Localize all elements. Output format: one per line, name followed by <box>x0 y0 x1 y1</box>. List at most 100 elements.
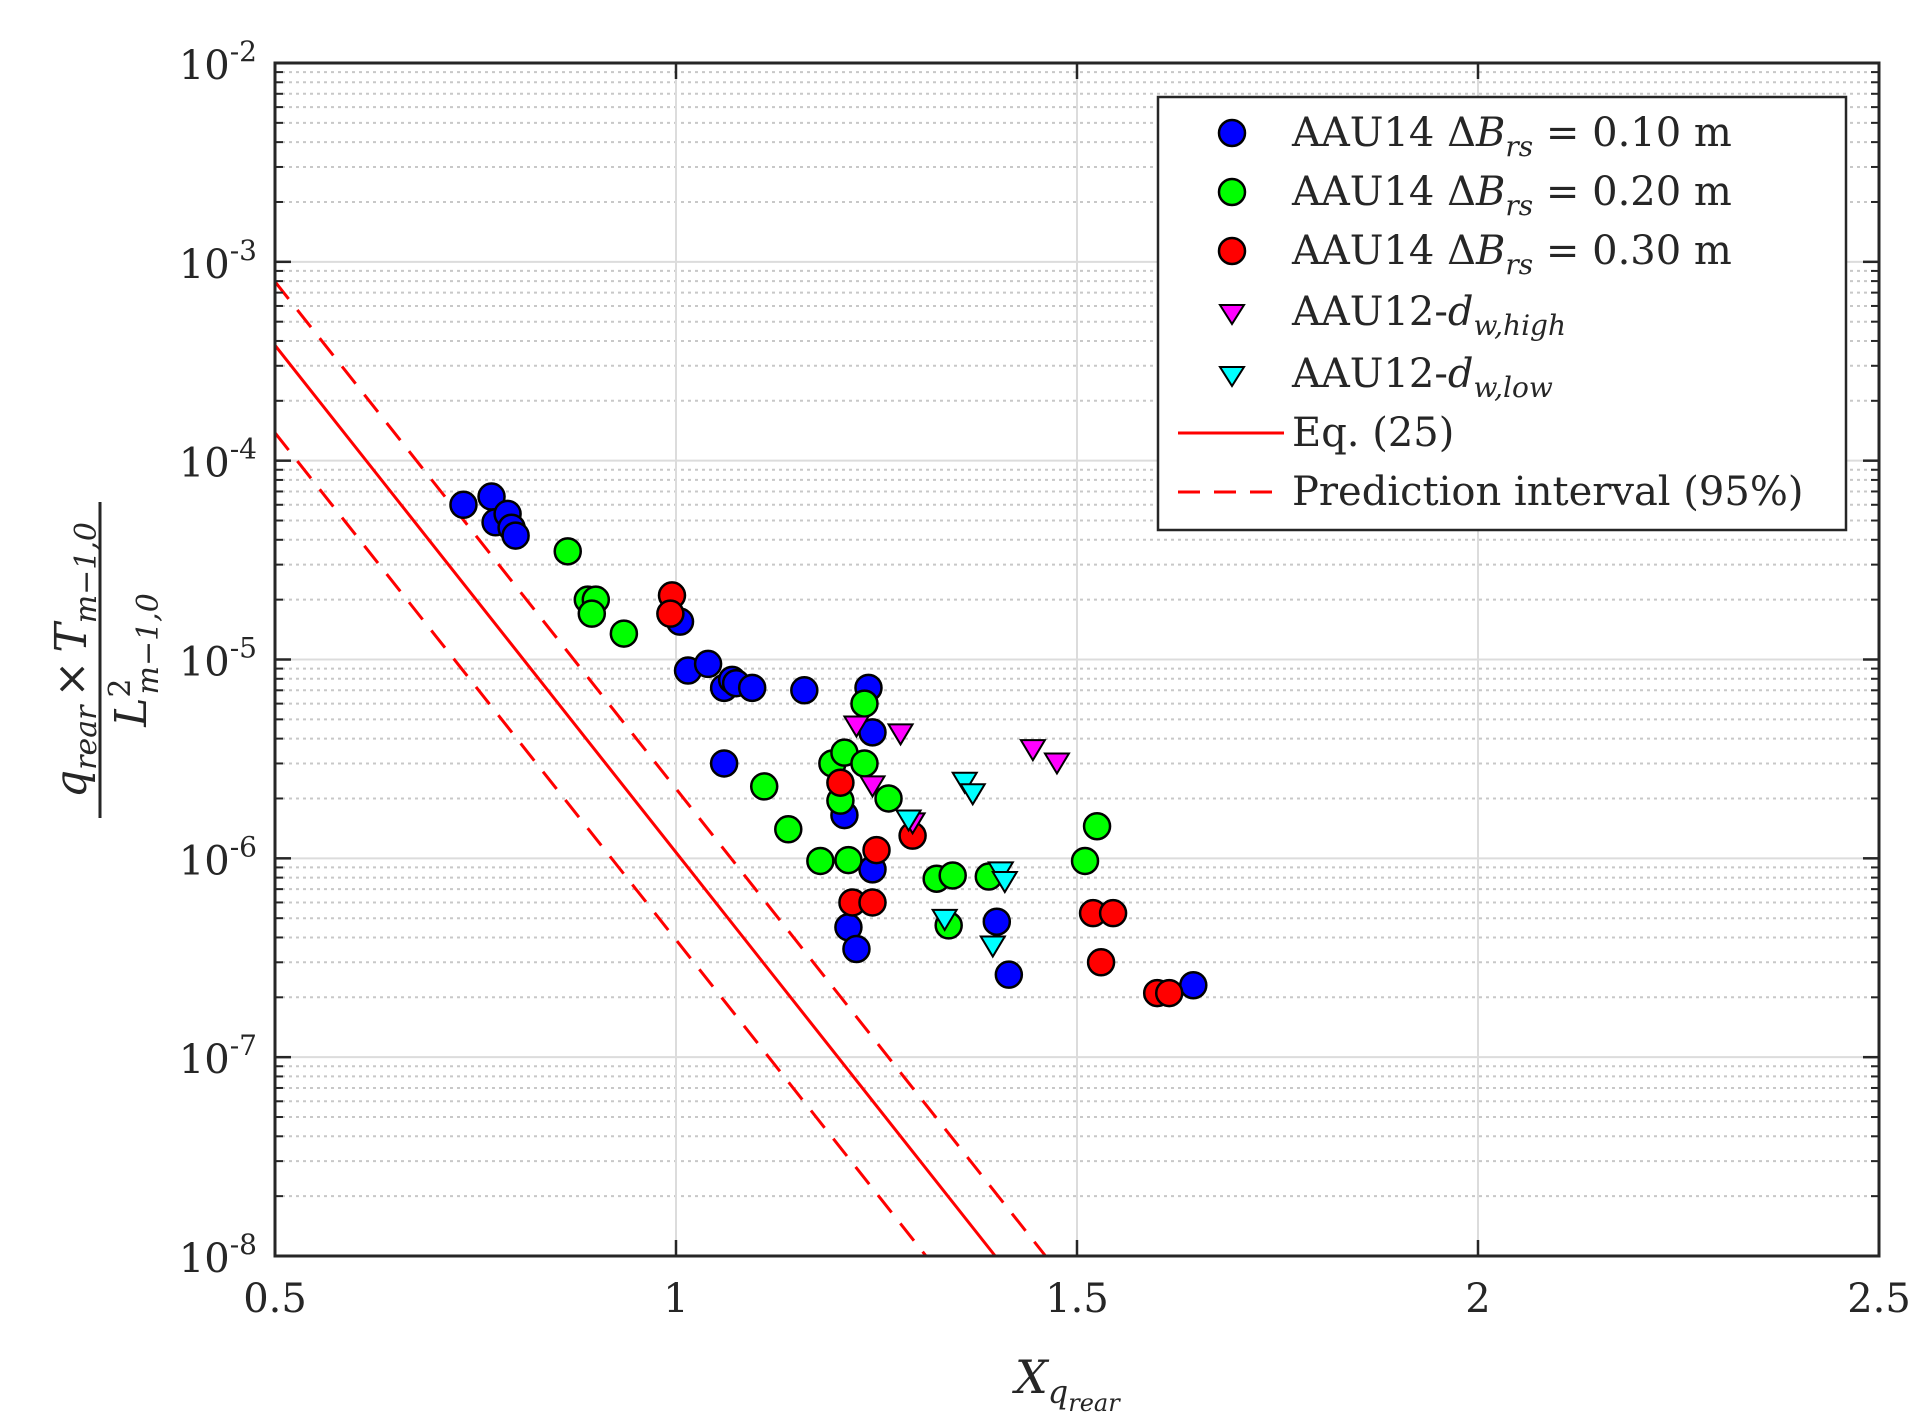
x-axis-label-sub: q <box>1048 1373 1068 1411</box>
data-point-series-2 <box>656 599 685 628</box>
data-point-series-1 <box>577 599 607 628</box>
x-tick-label: 0.5 <box>243 1276 307 1322</box>
data-point-series-0 <box>737 673 767 703</box>
y-tick-label-base: 10 <box>179 242 230 288</box>
y-tick-label-exponent: -3 <box>230 234 257 267</box>
y-tick-label: 10-3 <box>179 234 257 288</box>
y-label-T-sub: m−1,0 <box>69 522 104 623</box>
y-label-T: T <box>46 620 97 653</box>
data-point-series-2 <box>858 888 887 917</box>
y-tick-label-base: 10 <box>179 441 230 487</box>
y-axis-label: qrear×Tm−1,0 L2m−1,0 <box>46 502 166 818</box>
legend-label-eq25: Eq. (25) <box>1292 410 1454 456</box>
data-point-series-2 <box>862 835 891 865</box>
data-point-series-1 <box>850 689 879 718</box>
minor-grid <box>275 71 1879 1198</box>
y-tick-label-exponent: -4 <box>230 433 257 466</box>
legend-label-aau14-030: AAU14 ΔBrs = 0.30 m <box>1291 228 1732 281</box>
data-point-series-0 <box>1179 970 1208 1000</box>
data-point-series-3 <box>1019 739 1047 763</box>
data-point-series-1 <box>850 749 879 778</box>
data-point-series-3 <box>858 775 887 799</box>
y-label-q-sub: rear <box>69 704 104 770</box>
data-point-series-1 <box>938 861 967 890</box>
y-tick-label-base: 10 <box>179 43 230 89</box>
legend-label-aau12-low: AAU12-dw,low <box>1291 351 1553 404</box>
y-label-L: L <box>106 698 157 728</box>
legend-label-prediction-interval: Prediction interval (95%) <box>1292 469 1803 515</box>
y-label-L-sub: m−1,0 <box>131 593 166 694</box>
data-point-series-0 <box>693 649 723 679</box>
data-point-series-3 <box>1043 752 1071 776</box>
y-label-numerator: qrear × Tm−1,0 <box>46 522 104 798</box>
data-point-series-4 <box>930 908 959 932</box>
legend-marker-aau12-high <box>1218 304 1246 326</box>
y-tick-label: 10-8 <box>179 1228 257 1282</box>
data-point-series-0 <box>709 749 739 778</box>
y-tick-label-base: 10 <box>179 1236 230 1282</box>
legend-label-aau12-high: AAU12-dw,high <box>1291 289 1566 342</box>
data-point-series-1 <box>749 772 779 801</box>
prediction-interval-line <box>273 431 928 1257</box>
prediction-interval-line <box>273 280 1047 1257</box>
y-label-L-sup: 2 <box>103 678 138 697</box>
y-tick-label: 10-2 <box>179 35 257 89</box>
y-tick-label-base: 10 <box>179 1037 230 1083</box>
legend-label-aau14-020: AAU14 ΔBrs = 0.20 m <box>1291 169 1732 222</box>
data-point-series-4 <box>950 771 979 795</box>
y-tick-label-base: 10 <box>179 838 230 884</box>
data-point-series-1 <box>609 619 639 648</box>
y-tick-label: 10-4 <box>179 433 257 487</box>
data-point-series-4 <box>958 783 987 807</box>
data-point-series-2 <box>1098 898 1128 928</box>
fit-lines <box>273 280 1047 1257</box>
data-point-series-0 <box>790 676 819 705</box>
x-axis-label: Xqrear <box>1012 1350 1121 1417</box>
legend-label-aau14-010: AAU14 ΔBrs = 0.10 m <box>1291 110 1732 163</box>
y-tick-label-exponent: -2 <box>230 35 257 68</box>
data-point-series-3 <box>886 723 915 747</box>
data-point-series-2 <box>1086 948 1116 977</box>
y-tick-label-base: 10 <box>179 640 230 686</box>
x-tick-label: 2.5 <box>1847 1276 1911 1322</box>
data-point-series-4 <box>991 871 1019 894</box>
legend-box <box>1156 95 1848 532</box>
y-label-times: × <box>46 661 97 698</box>
legend-marker-aau12-low <box>1218 366 1246 388</box>
data-point-series-1 <box>774 815 803 844</box>
data-point-series-4 <box>894 809 923 833</box>
y-tick-label-exponent: -5 <box>230 632 257 665</box>
y-tick-labels: 10-810-710-610-510-410-310-2 <box>179 35 257 1282</box>
y-label-q: q <box>46 770 97 798</box>
y-tick-label: 10-6 <box>179 830 257 884</box>
data-point-series-4 <box>979 935 1007 959</box>
x-axis-label-main: X <box>1012 1350 1050 1404</box>
fit-line-eq25 <box>273 344 997 1257</box>
legend-marker-aau14-030 <box>1217 236 1247 266</box>
legend-marker-aau14-010 <box>1217 118 1247 148</box>
x-tick-labels: 0.5 1 1.5 2 2.5 <box>243 1276 1911 1322</box>
data-point-series-1 <box>1082 811 1112 841</box>
data-point-series-0 <box>982 907 1012 936</box>
y-tick-label-exponent: -8 <box>230 1228 257 1261</box>
data-point-series-2 <box>826 768 855 797</box>
x-axis-label-subsub: rear <box>1068 1389 1121 1417</box>
data-point-series-0 <box>994 960 1024 989</box>
data-point-series-1 <box>1070 846 1100 876</box>
y-tick-label: 10-5 <box>179 632 257 686</box>
x-tick-label: 1.5 <box>1045 1276 1109 1322</box>
y-tick-label-exponent: -6 <box>230 830 257 863</box>
x-tick-label: 1 <box>663 1276 688 1322</box>
data-point-series-0 <box>449 490 478 520</box>
y-label-denominator: L2m−1,0 <box>103 593 166 728</box>
data-point-series-0 <box>501 521 530 550</box>
y-tick-label: 10-7 <box>179 1029 257 1083</box>
data-point-series-1 <box>806 846 835 876</box>
data-point-series-2 <box>1154 978 1184 1008</box>
data-point-series-0 <box>842 934 871 964</box>
x-tick-label: 2 <box>1465 1276 1490 1322</box>
data-point-series-1 <box>834 845 863 875</box>
data-points <box>449 482 1208 1008</box>
data-point-series-1 <box>874 784 903 813</box>
